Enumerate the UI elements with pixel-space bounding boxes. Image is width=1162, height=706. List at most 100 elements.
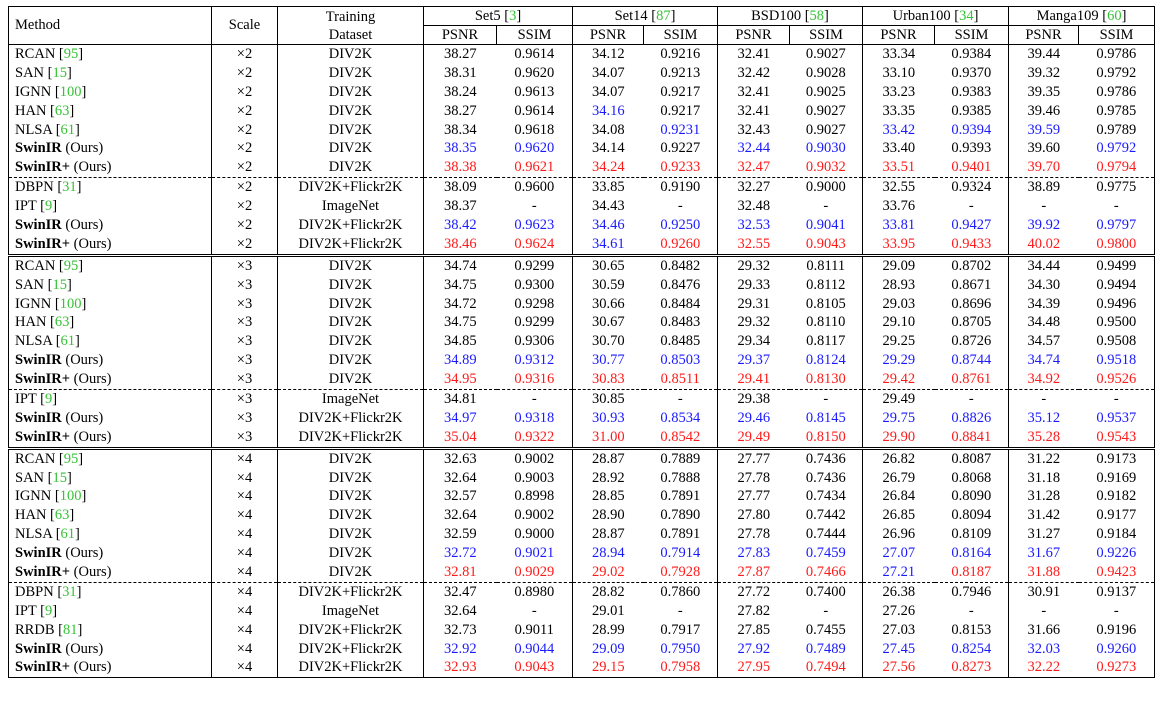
method-cite: 9 (44, 198, 53, 215)
dataset-name: Manga109 (1036, 7, 1099, 24)
psnr-cell: 34.08 (572, 120, 644, 140)
ssim-cell: 0.8511 (660, 371, 700, 388)
psnr-cell: 27.77 (717, 446, 790, 469)
psnr-cell: 29.31 (717, 294, 790, 314)
psnr-cell: 29.01 (572, 601, 644, 621)
psnr-cell: 38.37 (423, 197, 497, 217)
method-name: NLSA (15, 121, 53, 138)
psnr-cell: 33.76 (862, 197, 935, 217)
ssim-cell: 0.7928 (660, 563, 701, 580)
method-name: SwinIR (15, 140, 62, 157)
table-row: RCAN [95] ×2 DIV2K 38.27 0.9614 34.12 0.9216 32… (8, 43, 1156, 64)
method-cite: 81 (62, 621, 78, 638)
psnr-cell: 27.92 (717, 639, 790, 659)
table-row: DBPN [31] ×4 DIV2K+Flickr2K 32.47 0.8980 28.8… (8, 581, 1156, 602)
psnr-cell: 30.85 (572, 389, 644, 409)
table-row: IGNN [100] ×2 DIV2K 38.24 0.9613 34.07 0.9217 3… (8, 82, 1156, 102)
ssim-cell: 0.9385 (951, 102, 992, 119)
method-name: SwinIR+ (15, 235, 71, 252)
ssim-cell: 0.9196 (1078, 620, 1156, 640)
ssim-cell: 0.8117 (806, 333, 846, 350)
table-row: SAN [15] ×3 DIV2K 34.75 0.9300 30.59 0.8476 29.… (8, 275, 1156, 295)
psnr-cell: 34.74 (1008, 351, 1079, 371)
psnr-cell: 27.07 (862, 544, 935, 564)
table-row: NLSA [61] ×4 DIV2K 32.59 0.9000 28.87 0.7891 27… (8, 525, 1156, 545)
method-suffix: (Ours) (70, 159, 112, 176)
psnr-cell: 33.81 (862, 216, 935, 235)
ssim-cell: 0.9182 (1078, 487, 1156, 507)
training-cell: DIV2K (277, 563, 424, 583)
psnr-cell: 27.72 (717, 581, 790, 602)
dataset-name: BSD100 (751, 7, 802, 24)
psnr-cell: 29.15 (572, 658, 644, 679)
method-cite: 100 (59, 83, 82, 100)
dataset-name: Urban100 (892, 7, 951, 24)
psnr-cell: 31.88 (1008, 563, 1079, 583)
ssim-cell: 0.9789 (1078, 120, 1156, 140)
ssim-cell: 0.9299 (514, 314, 555, 331)
scale-cell: ×3 (211, 408, 278, 428)
ssim-cell: 0.9216 (643, 43, 718, 64)
ssim-cell: 0.9173 (1078, 446, 1156, 469)
table-row: IGNN [100] ×4 DIV2K 32.57 0.8998 28.85 0.7891 2… (8, 487, 1156, 507)
ssim-cell: 0.7914 (660, 545, 701, 562)
scale-cell: ×3 (211, 294, 278, 314)
scale-cell: ×3 (211, 427, 278, 449)
ssim-cell: 0.9423 (1078, 563, 1156, 583)
method-name: IPT (15, 602, 37, 619)
psnr-cell: 32.43 (717, 120, 790, 140)
psnr-cell: 32.42 (717, 63, 790, 83)
psnr-cell: 30.70 (572, 332, 644, 352)
method-cell: SwinIR (Ours) (8, 351, 212, 371)
psnr-cell: 31.66 (1008, 620, 1079, 640)
psnr-cell: 29.38 (717, 389, 790, 409)
psnr-cell: 32.64 (423, 506, 497, 526)
psnr-cell: 27.21 (862, 563, 935, 583)
psnr-cell: 38.34 (423, 120, 497, 140)
method-cite: 61 (60, 333, 76, 350)
header-psnr: PSNR (1008, 25, 1079, 45)
ssim-cell: 0.8087 (934, 446, 1009, 469)
method-cell: NLSA [61] (8, 332, 212, 352)
psnr-cell: 33.23 (862, 82, 935, 102)
ssim-cell: 0.9614 (514, 102, 555, 119)
method-name: SAN (15, 64, 45, 81)
psnr-cell: 34.30 (1008, 275, 1079, 295)
ssim-cell: 0.9299 (496, 253, 573, 276)
psnr-cell: 38.46 (423, 234, 497, 256)
ssim-cell: 0.8164 (951, 545, 992, 562)
psnr-cell: - (1008, 601, 1079, 621)
method-cite: 100 (59, 488, 82, 505)
psnr-cell: 39.44 (1008, 43, 1079, 64)
psnr-cell: 34.75 (423, 313, 497, 333)
table-row: SwinIR+ (Ours) ×4 DIV2K+Flickr2K 32.93 0.904… (8, 658, 1156, 679)
method-cite: 15 (52, 276, 67, 293)
training-cell: DIV2K+Flickr2K (277, 639, 424, 659)
scale-cell: ×2 (211, 216, 278, 235)
ssim-cell: 0.9775 (1078, 177, 1156, 198)
psnr-cell: 27.78 (717, 468, 790, 488)
scale-cell: ×4 (211, 525, 278, 545)
scale-cell: ×2 (211, 197, 278, 217)
method-cell: IPT [9] (8, 601, 212, 621)
psnr-cell: 28.82 (572, 581, 644, 602)
table-row: SwinIR (Ours) ×4 DIV2K+Flickr2K 32.92 0.9044… (8, 639, 1156, 659)
training-cell: DIV2K (277, 351, 424, 371)
table-row: IPT [9] ×3 ImageNet 34.81-30.85-29.38-29.49… (8, 389, 1156, 409)
psnr-cell: 26.79 (862, 468, 935, 488)
ssim-cell: 0.9518 (1078, 351, 1156, 371)
psnr-cell: 38.27 (423, 101, 497, 121)
ssim-cell: 0.9011 (514, 621, 554, 638)
ssim-cell: 0.8841 (951, 428, 992, 445)
ssim-cell: 0.9393 (951, 140, 992, 157)
psnr-cell: 29.37 (717, 351, 790, 371)
ssim-cell: 0.9623 (514, 216, 555, 233)
ssim-cell: 0.9433 (951, 235, 992, 252)
method-name: SwinIR (15, 352, 62, 369)
ssim-cell: 0.8482 (643, 253, 718, 276)
dataset-name: Set5 (474, 7, 501, 24)
ssim-cell: 0.9137 (1078, 581, 1156, 602)
psnr-cell: 39.59 (1008, 120, 1079, 140)
psnr-cell: 34.57 (1008, 332, 1079, 352)
psnr-cell: 32.64 (423, 468, 497, 488)
